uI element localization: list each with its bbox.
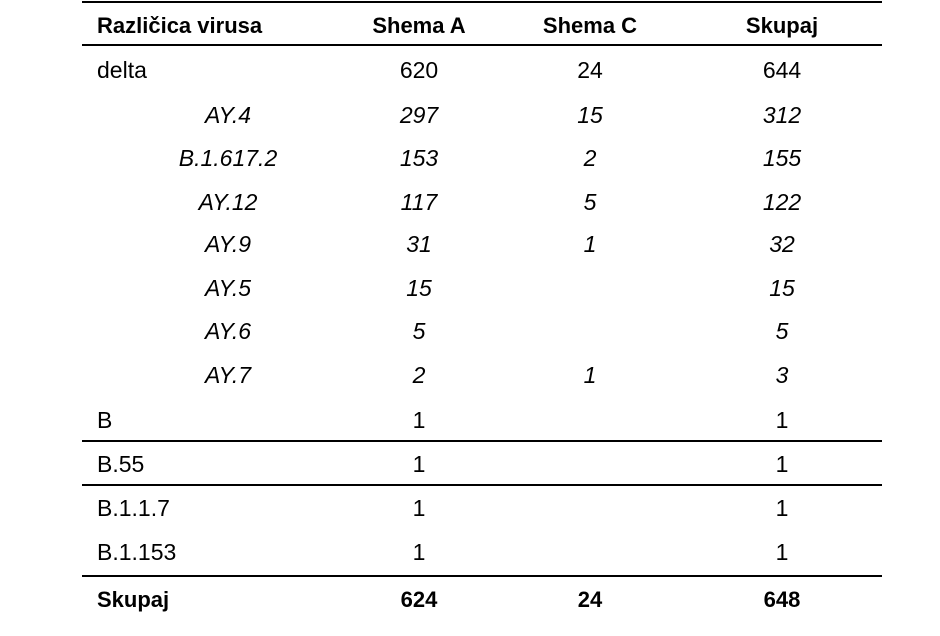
table-cell: Shema C (542, 13, 638, 38)
table-cell: AY.9 (204, 231, 252, 257)
table-cell: 1 (775, 495, 789, 521)
table-cell: B.55 (97, 451, 145, 477)
table-cell: 15 (769, 275, 795, 301)
table-cell: 644 (762, 57, 802, 83)
table-cell: Različica virusa (97, 13, 263, 38)
table-cell: B (97, 407, 113, 433)
table-cell: B.1.617.2 (178, 145, 278, 171)
table-cell: AY.6 (204, 318, 252, 344)
table-cell: B.1.1.7 (97, 495, 170, 521)
table-cell: 1 (412, 407, 426, 433)
table-cell: 5 (583, 189, 597, 215)
table-cell: AY.12 (198, 189, 258, 215)
table-cell: 31 (406, 231, 432, 257)
table-cell: 624 (400, 587, 438, 612)
table-cell: 153 (399, 145, 439, 171)
table-cell: 24 (577, 57, 603, 83)
table-cell: AY.5 (204, 275, 252, 301)
table-cell: 5 (775, 318, 789, 344)
table-cell: 32 (769, 231, 795, 257)
table-cell: 155 (762, 145, 802, 171)
table-cell: 620 (399, 57, 439, 83)
table-cell: AY.7 (204, 362, 252, 388)
table-cell: 1 (583, 231, 597, 257)
table-cell: 648 (763, 587, 801, 612)
table-cell: 1 (412, 539, 426, 565)
table-cell: 1 (412, 495, 426, 521)
table-cell: 1 (775, 451, 789, 477)
table-cell: Skupaj (745, 13, 819, 38)
table-cell: 15 (577, 102, 603, 128)
table-cell: delta (97, 57, 147, 83)
table-cell: 122 (762, 189, 802, 215)
table-cell: 2 (412, 362, 426, 388)
table-cell: 1 (583, 362, 597, 388)
table-cell: 1 (775, 539, 789, 565)
table-cell: 312 (762, 102, 802, 128)
table-cell: 15 (406, 275, 432, 301)
table-rule (82, 575, 882, 577)
table-cell: Skupaj (97, 587, 170, 612)
table-cell: 3 (775, 362, 789, 388)
table-cell: 24 (577, 587, 603, 612)
table-cell: 1 (775, 407, 789, 433)
table-rule (82, 484, 882, 486)
table-rule (82, 440, 882, 442)
table-cell: 1 (412, 451, 426, 477)
table-cell: AY.4 (204, 102, 252, 128)
table-rule (82, 1, 882, 3)
table-cell: 117 (400, 189, 438, 215)
table-cell: 297 (399, 102, 439, 128)
table-cell: 2 (583, 145, 597, 171)
table-rule (82, 44, 882, 46)
table-cell: B.1.153 (97, 539, 177, 565)
table-cell: Shema A (372, 13, 466, 38)
table-cell: 5 (412, 318, 426, 344)
